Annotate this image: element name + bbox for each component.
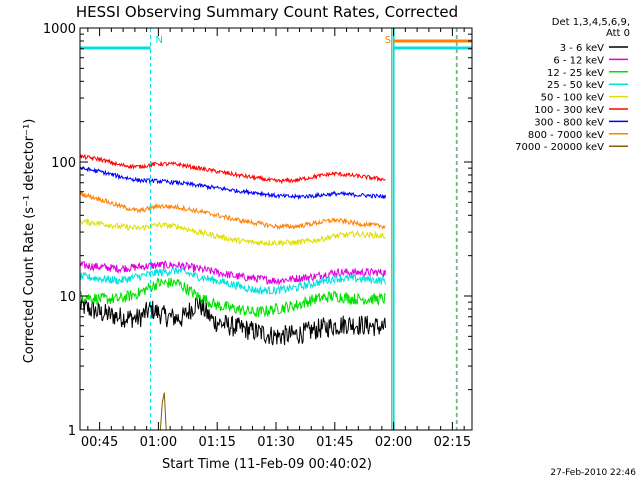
x-tick-label: 02:00 bbox=[375, 435, 412, 450]
series-line bbox=[79, 217, 386, 247]
series-layer bbox=[79, 153, 394, 431]
x-tick-label: 01:45 bbox=[316, 435, 353, 450]
y-tick-label: 1 bbox=[68, 424, 76, 439]
x-tick-label: 00:45 bbox=[81, 435, 118, 450]
legend-entry-label: 50 - 100 keV bbox=[541, 93, 605, 104]
annotation-label: N bbox=[156, 35, 163, 46]
vertical-markers bbox=[150, 28, 458, 430]
chart-title: HESSI Observing Summary Count Rates, Cor… bbox=[76, 3, 458, 21]
footer-timestamp: 27-Feb-2010 22:46 bbox=[550, 468, 636, 478]
x-tick-label: 01:00 bbox=[140, 435, 177, 450]
y-tick-label: 100 bbox=[51, 156, 76, 171]
series-line bbox=[79, 190, 386, 231]
series-line bbox=[79, 277, 386, 318]
annotation-label: S bbox=[385, 35, 391, 46]
legend-entry-label: 800 - 7000 keV bbox=[528, 130, 604, 141]
legend-entry-label: 3 - 6 keV bbox=[560, 43, 604, 54]
series-line bbox=[79, 295, 386, 346]
y-tick-label: 1000 bbox=[43, 22, 76, 37]
y-axis-label: Corrected Count Rate (s⁻¹ detector⁻¹) bbox=[22, 119, 37, 364]
x-axis-label: Start Time (11-Feb-09 00:40:02) bbox=[162, 457, 372, 472]
legend-entry-label: 25 - 50 keV bbox=[547, 80, 604, 91]
y-tick-label: 10 bbox=[59, 290, 76, 305]
legend-header: Att 0 bbox=[606, 28, 630, 39]
axes-layer: 00:45 01:00 01:15 01:30 01:45 02:00 02:15 1 10 10… bbox=[43, 22, 473, 450]
legend-header: Det 1,3,4,5,6,9, bbox=[552, 17, 630, 28]
legend-entry-label: 100 - 300 keV bbox=[534, 105, 604, 116]
series-line bbox=[79, 266, 386, 296]
series-line bbox=[79, 260, 386, 287]
x-tick-label: 01:30 bbox=[257, 435, 294, 450]
legend-entry-label: 300 - 800 keV bbox=[534, 117, 604, 128]
series-line bbox=[79, 153, 386, 185]
legend-entry-label: 7000 - 20000 keV bbox=[515, 142, 604, 153]
x-tick-label: 01:15 bbox=[198, 435, 235, 450]
legend-entry-label: 6 - 12 keV bbox=[553, 55, 604, 66]
x-tick-label: 02:15 bbox=[434, 435, 471, 450]
legend-entry-label: 12 - 25 keV bbox=[547, 68, 604, 79]
series-line bbox=[79, 166, 386, 201]
series-line bbox=[80, 392, 394, 431]
